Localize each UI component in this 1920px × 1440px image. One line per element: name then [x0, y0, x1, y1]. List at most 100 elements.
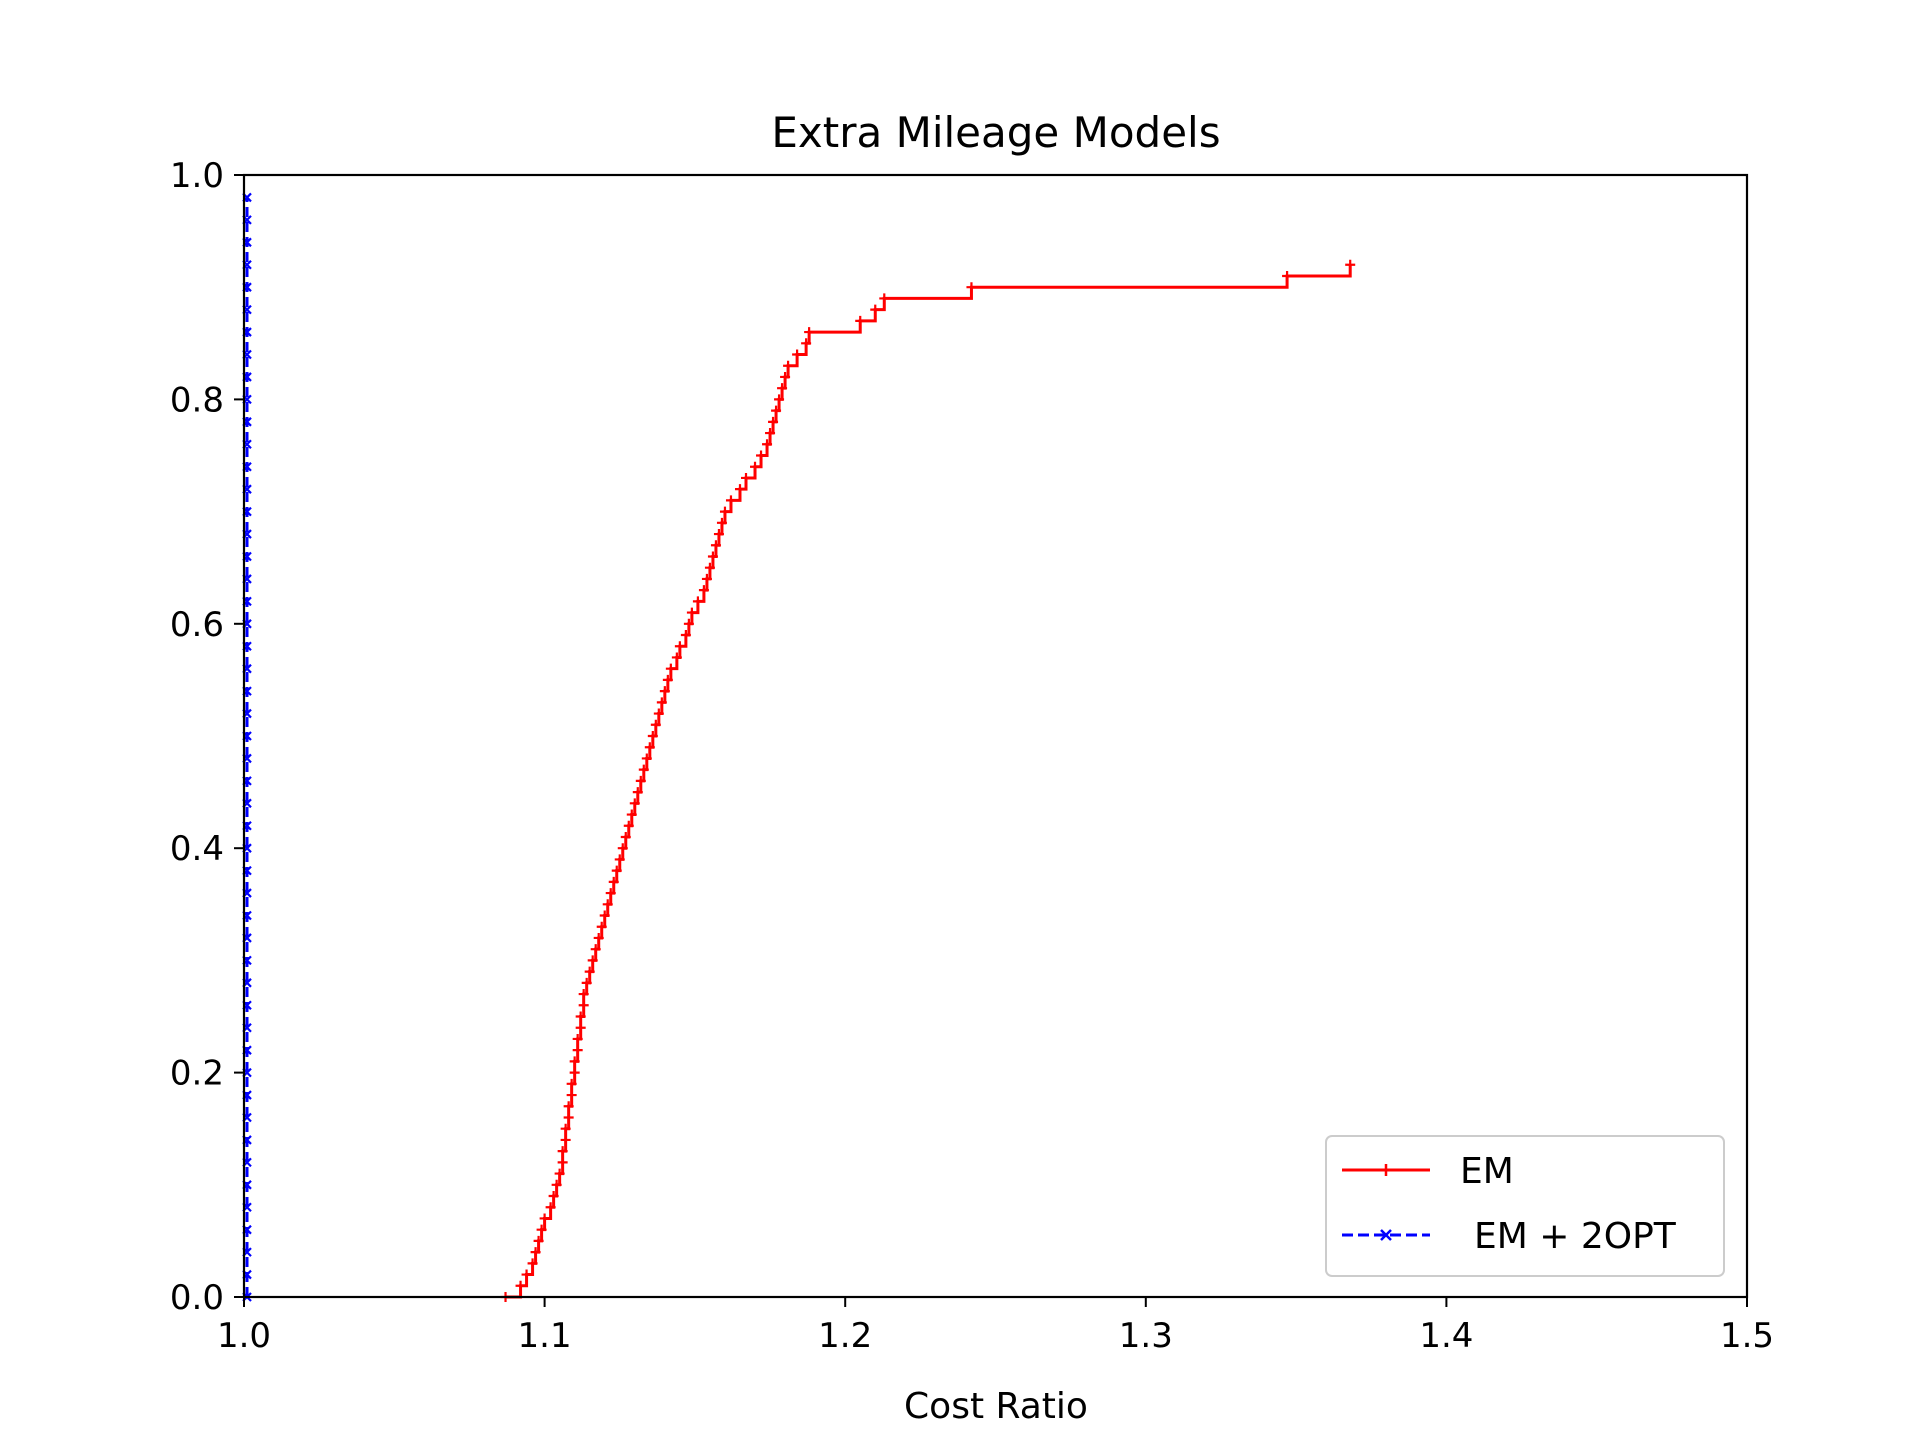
data-point — [716, 517, 727, 528]
data-point — [536, 1224, 547, 1235]
x-tick-label: 1.3 — [1119, 1316, 1173, 1356]
y-tick-label: 0.0 — [170, 1278, 224, 1318]
data-point — [590, 944, 601, 955]
data-point — [605, 888, 616, 899]
data-point — [563, 1101, 574, 1112]
data-point — [620, 831, 631, 842]
data-point — [563, 1112, 574, 1123]
data-point — [548, 1191, 559, 1202]
data-point — [719, 506, 730, 517]
data-point — [578, 989, 589, 1000]
data-point — [653, 708, 664, 719]
data-point — [623, 820, 634, 831]
data-point — [584, 966, 595, 977]
data-point — [599, 910, 610, 921]
data-point — [530, 1247, 541, 1258]
series-em — [500, 259, 1356, 1302]
plot-frame — [242, 173, 1749, 1299]
x-axis-label: Cost Ratio — [904, 1386, 1088, 1427]
data-point — [765, 428, 776, 439]
data-point — [879, 293, 890, 304]
data-point — [557, 1157, 568, 1168]
legend-item-em-2opt: EM + 2OPT — [1342, 1216, 1677, 1257]
data-point — [569, 1056, 580, 1067]
data-point — [656, 697, 667, 708]
x-tick-label: 1.0 — [217, 1316, 271, 1356]
x-tick-label: 1.4 — [1419, 1316, 1473, 1356]
data-point — [1282, 270, 1293, 281]
data-point — [777, 383, 788, 394]
data-point — [629, 798, 640, 809]
data-point — [551, 1179, 562, 1190]
data-point — [554, 1168, 565, 1179]
data-point — [626, 809, 637, 820]
data-point — [545, 1202, 556, 1213]
data-point — [768, 416, 779, 427]
data-point — [515, 1280, 526, 1291]
data-point — [692, 596, 703, 607]
data-point — [539, 1213, 550, 1224]
data-point — [644, 742, 655, 753]
data-point — [617, 843, 628, 854]
data-point — [1345, 259, 1356, 270]
series-line — [505, 264, 1352, 1299]
y-tick-label: 0.8 — [170, 380, 224, 420]
data-point — [596, 921, 607, 932]
data-point — [855, 315, 866, 326]
data-point — [707, 551, 718, 562]
data-point — [686, 607, 697, 618]
data-point — [587, 955, 598, 966]
data-point — [725, 495, 736, 506]
data-point — [966, 282, 977, 293]
data-point — [647, 731, 658, 741]
data-point — [701, 573, 712, 584]
data-point — [762, 439, 773, 450]
data-point — [578, 1000, 589, 1011]
data-point — [635, 775, 646, 786]
legend-x-marker-icon — [1380, 1229, 1392, 1241]
data-point — [602, 899, 613, 910]
data-point — [792, 349, 803, 360]
data-point — [560, 1134, 571, 1145]
data-point — [680, 630, 691, 641]
legend: EM EM + 2OPT — [1325, 1135, 1725, 1277]
legend-label-em-2opt: EM + 2OPT — [1474, 1216, 1677, 1257]
data-point — [632, 787, 643, 798]
data-point — [608, 876, 619, 887]
data-point — [569, 1067, 580, 1078]
plot-area — [242, 192, 1356, 1302]
y-axis: 0.0 0.2 0.4 0.6 0.8 1.0 — [170, 156, 244, 1318]
data-point — [801, 338, 812, 349]
data-point — [780, 371, 791, 382]
data-point — [659, 686, 670, 697]
data-point — [521, 1269, 532, 1280]
data-point — [611, 865, 622, 876]
data-point — [750, 461, 761, 472]
data-point — [870, 304, 881, 315]
data-point — [581, 977, 592, 988]
data-point — [662, 674, 673, 685]
data-point — [683, 618, 694, 629]
data-point — [713, 529, 724, 540]
x-tick-label: 1.2 — [818, 1316, 872, 1356]
data-point — [614, 854, 625, 865]
data-point — [560, 1123, 571, 1134]
data-point — [641, 753, 652, 764]
data-point — [566, 1078, 577, 1089]
x-axis: 1.0 1.1 1.2 1.3 1.4 1.5 — [217, 1297, 1774, 1356]
data-point — [533, 1235, 544, 1246]
data-point — [674, 641, 685, 652]
data-point — [575, 1022, 586, 1033]
x-tick-label: 1.5 — [1720, 1316, 1774, 1356]
y-tick-label: 0.6 — [170, 605, 224, 645]
data-point — [741, 472, 752, 483]
data-point — [665, 663, 676, 674]
data-point — [734, 484, 745, 495]
data-point — [527, 1258, 538, 1269]
y-tick-label: 1.0 — [170, 156, 224, 196]
data-point — [783, 360, 794, 371]
data-point — [710, 540, 721, 551]
data-point — [704, 562, 715, 573]
data-point — [771, 405, 782, 416]
legend-plus-marker-icon — [1380, 1164, 1392, 1176]
